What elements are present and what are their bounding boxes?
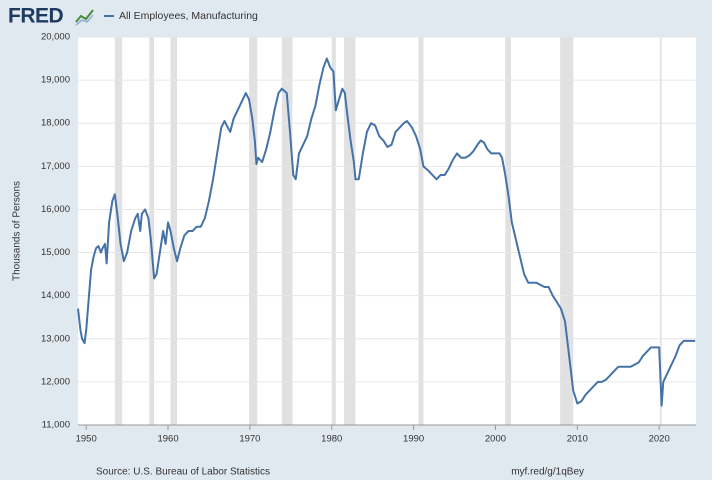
recession-band <box>281 37 293 425</box>
x-tick-label: 1990 <box>403 434 424 445</box>
x-tick-label: 2020 <box>649 434 670 445</box>
y-tick-label: 20,000 <box>41 32 70 43</box>
link[interactable]: myf.red/g/1qBey <box>511 467 584 478</box>
logo[interactable]: FRED <box>8 5 64 28</box>
legend-label: All Employees, Manufacturing <box>119 10 258 22</box>
recession-band <box>418 37 424 425</box>
recession-band <box>170 37 178 425</box>
x-tick-label: 1950 <box>76 434 97 445</box>
plot-area <box>78 37 696 425</box>
source: Source: U.S. Bureau of Labor Statistics <box>96 467 270 478</box>
logo-icon <box>75 9 94 26</box>
x-tick-label: 1970 <box>239 434 260 445</box>
y-tick-label: 11,000 <box>42 420 70 431</box>
recession-band <box>505 37 512 425</box>
x-tick-label: 2010 <box>567 434 588 445</box>
y-tick-label: 12,000 <box>41 376 70 387</box>
x-tick-label: 2000 <box>485 434 506 445</box>
recession-band <box>560 37 574 425</box>
y-tick-label: 18,000 <box>41 118 70 129</box>
y-axis-label: Thousands of Persons <box>12 181 23 281</box>
y-tick-label: 13,000 <box>41 333 70 344</box>
recession-band <box>344 37 356 425</box>
recession-band <box>331 37 336 425</box>
y-tick-label: 17,000 <box>41 161 70 172</box>
y-tick-label: 16,000 <box>41 204 70 215</box>
y-tick-label: 15,000 <box>41 247 70 258</box>
recession-band <box>249 37 258 425</box>
y-tick-label: 14,000 <box>41 290 70 301</box>
recession-band <box>149 37 155 425</box>
y-tick-label: 19,000 <box>41 75 70 86</box>
x-tick-label: 1980 <box>321 434 342 445</box>
recession-band <box>659 37 662 425</box>
series-line <box>77 57 696 407</box>
x-tick-label: 1960 <box>157 434 178 445</box>
